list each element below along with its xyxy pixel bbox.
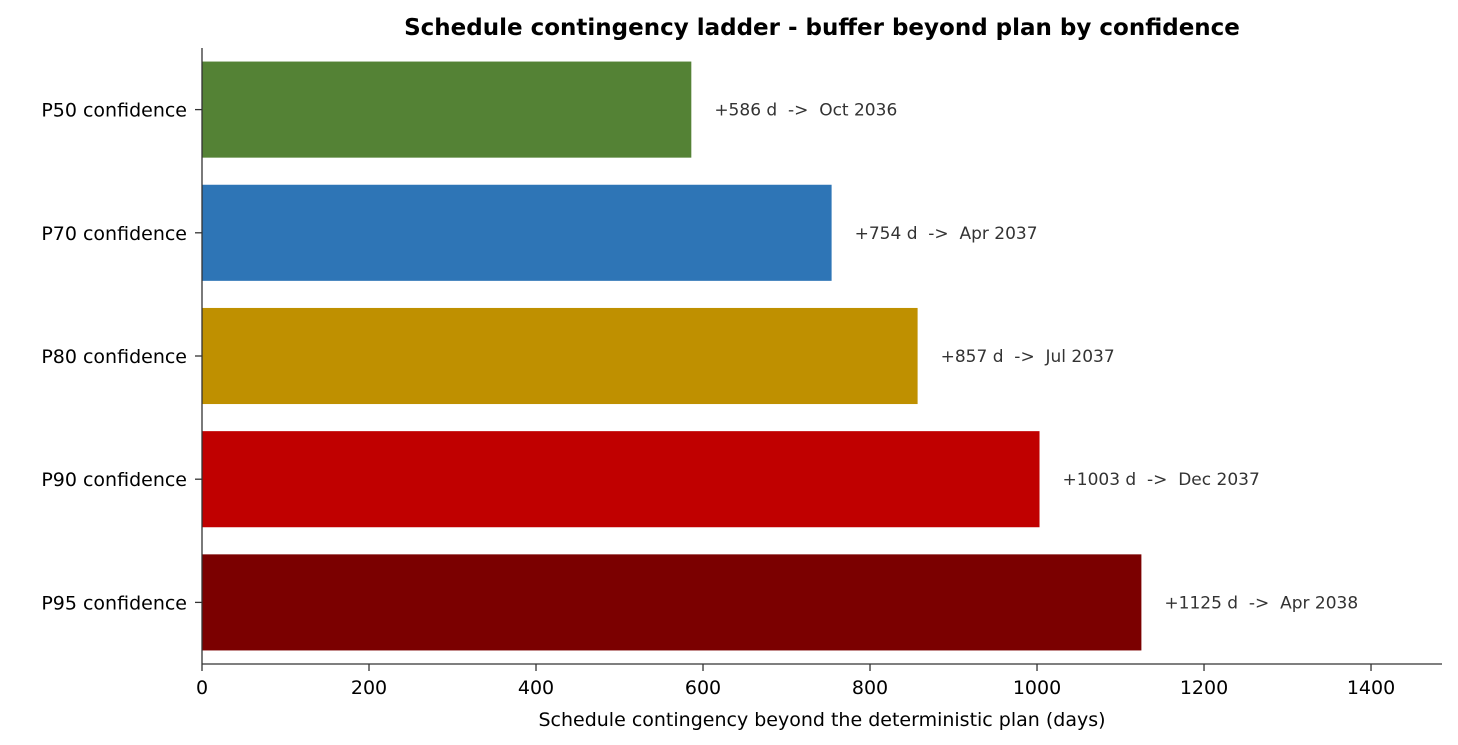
x-tick-label-200: 200: [351, 677, 387, 699]
x-tick-label-1200: 1200: [1180, 677, 1228, 699]
y-tick-label-3: P80 confidence: [41, 346, 187, 368]
x-tick-label-400: 400: [518, 677, 554, 699]
bar-2: [202, 184, 832, 281]
data-label-4: +1003 d -> Dec 2037: [1063, 470, 1260, 490]
x-tick-label-1000: 1000: [1013, 677, 1061, 699]
y-tick-label-1: P50 confidence: [41, 100, 187, 122]
bar-5: [202, 554, 1142, 651]
chart-title: Schedule contingency ladder - buffer bey…: [404, 15, 1240, 41]
data-label-5: +1125 d -> Apr 2038: [1164, 593, 1358, 613]
x-tick-label-1400: 1400: [1347, 677, 1395, 699]
x-tick-label-600: 600: [685, 677, 721, 699]
x-axis-title: Schedule contingency beyond the determin…: [538, 709, 1105, 731]
y-axis: P50 confidence P70 confidence P80 confiden…: [41, 100, 202, 614]
bar-4: [202, 431, 1040, 528]
x-tick-label-0: 0: [196, 677, 208, 699]
data-label-1: +586 d -> Oct 2036: [714, 101, 897, 121]
data-label-2: +754 d -> Apr 2037: [855, 224, 1038, 244]
x-axis: 0 200 400 600 800 1000 1200 1400: [196, 664, 1395, 699]
y-tick-label-5: P95 confidence: [41, 592, 187, 614]
bar-3: [202, 307, 918, 405]
data-labels-group: +586 d -> Oct 2036 +754 d -> Apr 2037 +857…: [714, 101, 1358, 614]
y-tick-label-4: P90 confidence: [41, 469, 187, 491]
data-label-3: +857 d -> Jul 2037: [941, 347, 1115, 367]
bars-group: [202, 61, 1142, 651]
y-tick-label-2: P70 confidence: [41, 223, 187, 245]
x-tick-label-800: 800: [852, 677, 888, 699]
bar-1: [202, 61, 692, 158]
